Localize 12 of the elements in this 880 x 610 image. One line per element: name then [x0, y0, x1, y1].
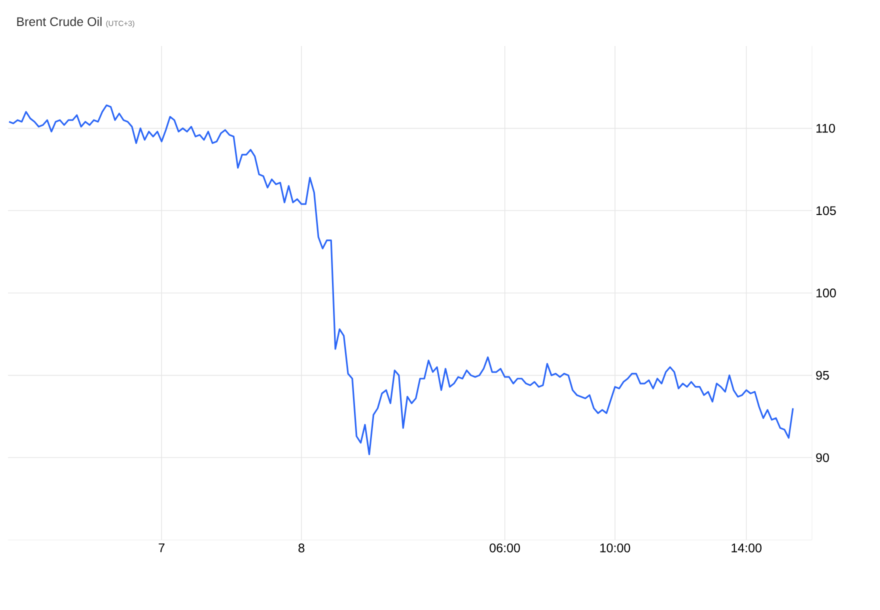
- y-tick-label: 105: [816, 206, 836, 216]
- x-tick-label: 7: [158, 544, 164, 552]
- x-tick-label: 10:00: [600, 544, 630, 552]
- y-tick-label: 100: [816, 288, 836, 298]
- x-tick-label: 14:00: [732, 544, 762, 552]
- x-tick-label: 8: [298, 544, 304, 552]
- x-tick-label: 06:00: [490, 544, 520, 552]
- y-tick-label: 110: [816, 124, 835, 133]
- line-series: [8, 104, 794, 456]
- y-tick-label: 90: [816, 453, 829, 462]
- chart-title: Brent Crude Oil: [17, 16, 102, 26]
- y-tick-label: 95: [816, 370, 829, 380]
